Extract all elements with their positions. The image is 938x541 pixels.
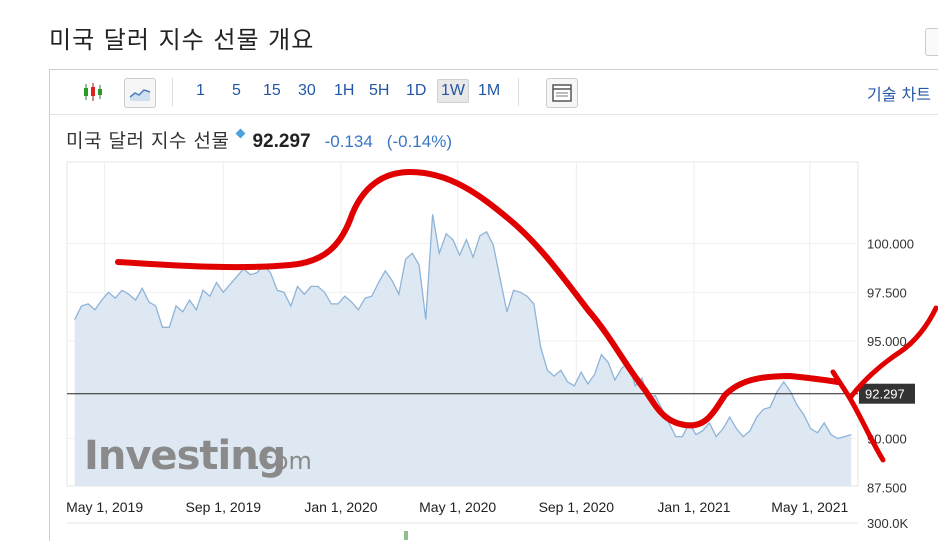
volume-bar xyxy=(404,531,408,540)
price-change: -0.134 xyxy=(324,132,373,151)
current-price-tag xyxy=(859,383,915,404)
timeframe-1h[interactable]: 1H xyxy=(334,82,355,99)
timeframe-30[interactable]: 30 xyxy=(298,82,316,99)
volume-axis-label: 300.0K xyxy=(867,516,909,531)
current-price-label: 92.297 xyxy=(865,387,905,402)
quote-header: 미국 달러 지수 선물 92.297 -0.134 (-0.14%) xyxy=(66,126,452,153)
x-tick-label: May 1, 2021 xyxy=(771,499,848,515)
instrument-name: 미국 달러 지수 선물 xyxy=(66,130,230,152)
timeframe-1d[interactable]: 1D xyxy=(406,82,427,99)
chart-toolbar: 1 5 15 30 1H 5H 1D 1W 1M 기술 차트 xyxy=(50,70,938,115)
area-chart-icon[interactable] xyxy=(124,78,156,108)
y-tick-label: 90.000 xyxy=(867,432,907,447)
page-title: 미국 달러 지수 선물 개요 xyxy=(49,26,315,54)
y-tick-label: 87.500 xyxy=(867,480,907,495)
watermark-brand: Investing xyxy=(84,433,285,479)
x-tick-label: Jan 1, 2020 xyxy=(304,499,377,515)
watermark-suffix: .com xyxy=(253,447,312,475)
timeframe-5h[interactable]: 5H xyxy=(369,82,390,99)
technical-chart-link[interactable]: 기술 차트 xyxy=(867,85,931,104)
annotation-trend-stroke xyxy=(115,169,841,429)
timeframe-5[interactable]: 5 xyxy=(232,82,241,99)
last-price: 92.297 xyxy=(252,131,311,152)
x-tick-label: Jan 1, 2021 xyxy=(657,499,730,515)
timeframe-1[interactable]: 1 xyxy=(196,82,205,99)
x-tick-label: May 1, 2019 xyxy=(66,499,143,515)
y-tick-label: 95.000 xyxy=(867,334,907,349)
annotation-up-stroke xyxy=(847,305,938,401)
annotation-down-stroke xyxy=(830,369,886,463)
timeframe-1w[interactable]: 1W xyxy=(437,79,469,103)
series-line xyxy=(74,214,852,440)
chart-layout-icon[interactable] xyxy=(546,78,578,108)
x-tick-label: May 1, 2020 xyxy=(419,499,496,515)
side-panel-toggle[interactable] xyxy=(925,28,938,56)
timeframe-15[interactable]: 15 xyxy=(263,82,281,99)
series-area xyxy=(74,214,852,487)
timeframe-1m[interactable]: 1M xyxy=(478,82,501,99)
y-tick-label: 100.000 xyxy=(867,237,914,252)
price-change-percent: (-0.14%) xyxy=(386,132,452,151)
x-tick-label: Sep 1, 2020 xyxy=(539,499,615,515)
chart-widget: 1 5 15 30 1H 5H 1D 1W 1M 기술 차트 미국 달러 지수 … xyxy=(49,69,938,541)
candlestick-icon[interactable] xyxy=(78,78,108,106)
y-tick-label: 97.500 xyxy=(867,285,907,300)
x-tick-label: Sep 1, 2019 xyxy=(186,499,262,515)
